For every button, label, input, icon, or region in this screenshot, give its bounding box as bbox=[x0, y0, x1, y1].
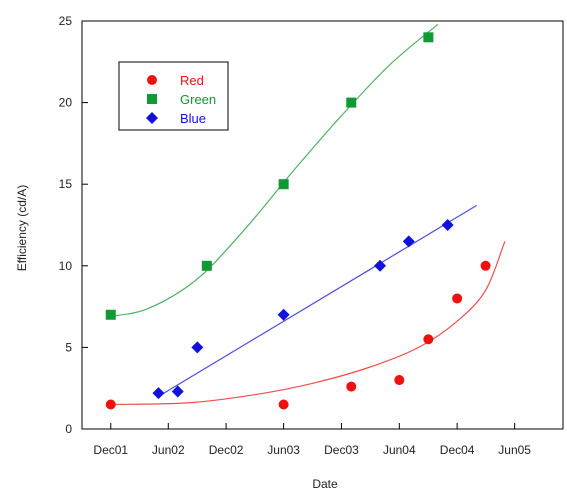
y-tick-label: 0 bbox=[65, 422, 72, 436]
legend-green-marker bbox=[147, 94, 157, 104]
y-tick-label: 5 bbox=[65, 340, 72, 354]
plot-frame bbox=[81, 20, 564, 430]
blue-data-point bbox=[441, 219, 454, 231]
green-data-point bbox=[201, 260, 212, 271]
red-data-point bbox=[480, 260, 491, 271]
y-tick-label: 15 bbox=[59, 177, 73, 191]
x-tick-label: Dec02 bbox=[209, 443, 244, 457]
red-data-point bbox=[278, 399, 289, 410]
x-tick-label: Jun04 bbox=[383, 443, 416, 457]
x-tick-label: Dec04 bbox=[440, 443, 475, 457]
legend-blue-label: Blue bbox=[180, 111, 206, 126]
y-tick-label: 10 bbox=[59, 259, 73, 273]
red-fit-line bbox=[110, 241, 506, 406]
x-tick-label: Jun02 bbox=[152, 443, 185, 457]
blue-data-point bbox=[171, 385, 184, 398]
green-data-point bbox=[423, 32, 434, 43]
legend-red-marker bbox=[147, 75, 157, 85]
red-data-point bbox=[105, 399, 116, 410]
blue-data-point bbox=[374, 259, 387, 272]
red-data-point bbox=[394, 375, 405, 386]
legend-green-label: Green bbox=[180, 92, 216, 107]
blue-fit-line bbox=[158, 204, 478, 397]
blue-data-point bbox=[402, 235, 415, 248]
legend-blue-marker bbox=[146, 112, 158, 124]
y-tick-label: 25 bbox=[59, 14, 73, 28]
blue-data-point bbox=[191, 341, 204, 354]
red-data-point bbox=[452, 293, 463, 304]
green-data-point bbox=[346, 97, 357, 108]
x-tick-label: Jun05 bbox=[498, 443, 531, 457]
y-axis-label: Efficiency (cd/A) bbox=[15, 185, 29, 271]
red-data-point bbox=[346, 381, 357, 392]
x-tick-label: Jun03 bbox=[267, 443, 300, 457]
x-tick-label: Dec01 bbox=[93, 443, 128, 457]
x-tick-label: Dec03 bbox=[324, 443, 359, 457]
y-tick-label: 20 bbox=[59, 96, 73, 110]
green-data-point bbox=[105, 309, 116, 320]
legend-box bbox=[118, 61, 229, 131]
red-data-point bbox=[423, 334, 434, 345]
green-fit-line bbox=[110, 23, 439, 317]
legend-red-label: Red bbox=[180, 73, 204, 88]
blue-data-point bbox=[277, 308, 290, 321]
blue-data-point bbox=[152, 387, 165, 400]
x-axis-label: Date bbox=[312, 477, 338, 491]
green-data-point bbox=[278, 179, 289, 190]
